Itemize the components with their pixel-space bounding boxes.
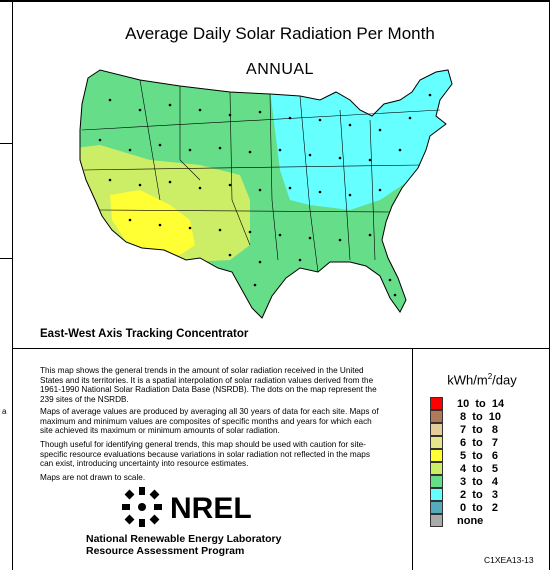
- legend-label: 3 to 4: [457, 475, 498, 488]
- map-code: C1XEA13-13: [484, 555, 534, 565]
- legend-label: 0 to 2: [457, 501, 498, 514]
- legend-title: kWh/m2/day: [414, 372, 550, 387]
- legend-swatch: [430, 501, 443, 514]
- description-paragraph-4: Maps are not drawn to scale.: [40, 473, 146, 482]
- legend-divider: [412, 348, 413, 570]
- legend-swatch: [430, 397, 443, 410]
- legend-row: none: [430, 514, 483, 527]
- map-period: ANNUAL: [246, 61, 314, 78]
- legend-row: 3 to 4: [430, 475, 498, 488]
- us-solar-map: [79, 69, 453, 319]
- section-divider: [12, 348, 549, 349]
- legend-swatch: [430, 462, 443, 475]
- legend-swatch: [430, 436, 443, 449]
- legend-row: 6 to 7: [430, 436, 498, 449]
- legend-swatch: [430, 423, 443, 436]
- legend-row: 0 to 2: [430, 501, 498, 514]
- legend-label: 5 to 6: [457, 449, 498, 462]
- map-title: Average Daily Solar Radiation Per Month: [125, 24, 435, 43]
- description-paragraph-3: Though useful for identifying general tr…: [40, 440, 370, 469]
- legend-swatch: [430, 514, 443, 527]
- legend-label: none: [457, 514, 484, 527]
- legend-row: 7 to 8: [430, 423, 498, 436]
- legend-swatch: [430, 475, 443, 488]
- legend-label: 6 to 7: [457, 436, 498, 449]
- legend-swatch: [430, 488, 443, 501]
- legend-row: 8 to 10: [430, 410, 501, 423]
- side-mark: a: [2, 407, 7, 416]
- legend-unit-exponent: 2: [487, 372, 493, 381]
- legend-label: 2 to 3: [457, 488, 498, 501]
- nrel-logo-text: NREL: [170, 492, 252, 525]
- nrel-logo: NREL: [122, 487, 252, 527]
- legend-label: 4 to 5: [457, 462, 498, 475]
- legend-unit-suffix: /day: [492, 372, 517, 388]
- left-tick: [0, 143, 12, 144]
- legend-row: 5 to 6: [430, 449, 498, 462]
- program-name: Resource Assessment Program: [86, 545, 245, 557]
- legend-label: 7 to 8: [457, 423, 498, 436]
- organization-name: National Renewable Energy Laboratory: [86, 533, 282, 545]
- legend-row: 10 to 14: [430, 397, 504, 410]
- collector-type-label: East-West Axis Tracking Concentrator: [40, 328, 249, 340]
- legend-label: 10 to 14: [457, 397, 505, 410]
- legend-unit: kWh/m: [447, 372, 488, 388]
- top-border: [0, 0, 550, 2]
- description-paragraph-2: Maps of average values are produced by a…: [40, 407, 379, 436]
- legend-label: 8 to 10: [457, 410, 502, 423]
- left-tick: [0, 258, 12, 259]
- legend-swatch: [430, 410, 443, 423]
- legend-row: 2 to 3: [430, 488, 498, 501]
- legend-row: 4 to 5: [430, 462, 498, 475]
- description-paragraph-1: This map shows the general trends in the…: [40, 366, 377, 404]
- legend-swatch: [430, 449, 443, 462]
